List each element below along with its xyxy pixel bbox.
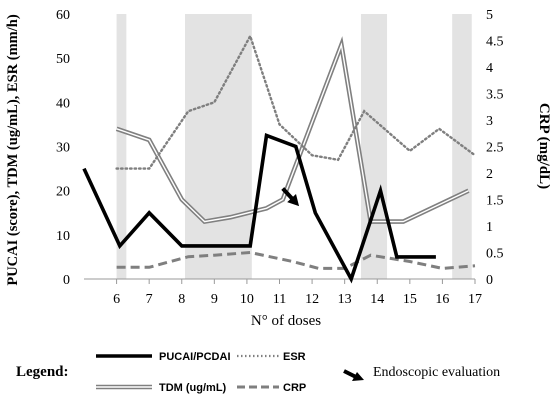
x-tick-label-11: 17 xyxy=(468,292,482,307)
y-right-tick-label-4: 2 xyxy=(486,167,493,182)
x-tick-label-6: 12 xyxy=(305,292,319,307)
shaded-band-1 xyxy=(185,14,252,279)
y-right-tick-label-7: 3.5 xyxy=(486,88,504,103)
legend-arrow-icon xyxy=(343,369,364,381)
series-lines xyxy=(82,33,477,284)
x-tick-label-3: 9 xyxy=(211,292,218,307)
y-right-tick-label-3: 1.5 xyxy=(486,194,504,209)
x-tick-label-2: 8 xyxy=(178,292,185,307)
shaded-band-0 xyxy=(116,14,127,279)
series-tdm-ug-ml-line-outer xyxy=(115,36,470,225)
axes: 0 10 20 30 40 50 60 0 0.5 1 1.5 2 2.5 3 3.5 4 4.5 5 6 7 8 9 10… xyxy=(56,8,504,307)
endoscopic-arrow-head xyxy=(287,193,300,207)
y-right-tick-label-2: 1 xyxy=(486,220,493,235)
y-right-tick-label-9: 4.5 xyxy=(486,35,504,50)
legend-title: Legend: xyxy=(16,364,69,380)
series-esr-line xyxy=(115,33,477,170)
y-left-tick-label-0: 0 xyxy=(63,273,70,288)
legend-label-endoscopic: Endoscopic evaluation xyxy=(373,365,500,380)
x-tick-label-7: 13 xyxy=(338,292,352,307)
y-left-tick-label-1: 10 xyxy=(56,229,70,244)
x-tick-label-5: 11 xyxy=(273,292,286,307)
x-tick-label-9: 15 xyxy=(403,292,417,307)
legend-label-esr: ESR xyxy=(283,351,306,363)
y-right-tick-label-8: 4 xyxy=(486,61,493,76)
y-left-tick-label-3: 30 xyxy=(56,141,70,156)
x-axis-label: N° of doses xyxy=(251,313,321,329)
series-pucai-pcdai-line xyxy=(82,133,436,284)
legend-label-tdm: TDM (ug/mL) xyxy=(159,382,227,394)
x-tick-label-4: 10 xyxy=(240,292,254,307)
y-left-tick-label-6: 60 xyxy=(56,8,70,23)
y-right-tick-label-1: 0.5 xyxy=(486,247,504,262)
legend-label-crp: CRP xyxy=(283,382,306,394)
legend: Legend: PUCAI/PCDAI ESR TDM (ug/mL) CRP … xyxy=(16,351,500,394)
y-left-tick-label-2: 20 xyxy=(56,185,70,200)
x-tick-label-1: 7 xyxy=(146,292,153,307)
y-axis-left-label: PUCAI (score), TDM (ug/mL), ESR (mm/h) xyxy=(5,14,21,285)
x-tick-label-8: 14 xyxy=(370,292,384,307)
y-right-tick-label-5: 2.5 xyxy=(486,141,504,156)
y-left-tick-label-5: 50 xyxy=(56,52,70,67)
series-tdm-ug-ml-line-inner xyxy=(116,42,469,223)
legend-label-pucai: PUCAI/PCDAI xyxy=(159,351,231,363)
y-axis-right-label: CRP (mg/dL) xyxy=(536,103,550,189)
y-right-tick-label-0: 0 xyxy=(486,273,493,288)
x-tick-label-0: 6 xyxy=(113,292,120,307)
annotation xyxy=(281,187,300,207)
shaded-bands xyxy=(116,14,472,279)
x-tick-label-10: 16 xyxy=(435,292,449,307)
series-crp-line xyxy=(116,250,476,270)
y-right-tick-label-6: 3 xyxy=(486,114,493,129)
y-right-tick-label-10: 5 xyxy=(486,8,493,23)
y-left-tick-label-4: 40 xyxy=(56,96,70,111)
